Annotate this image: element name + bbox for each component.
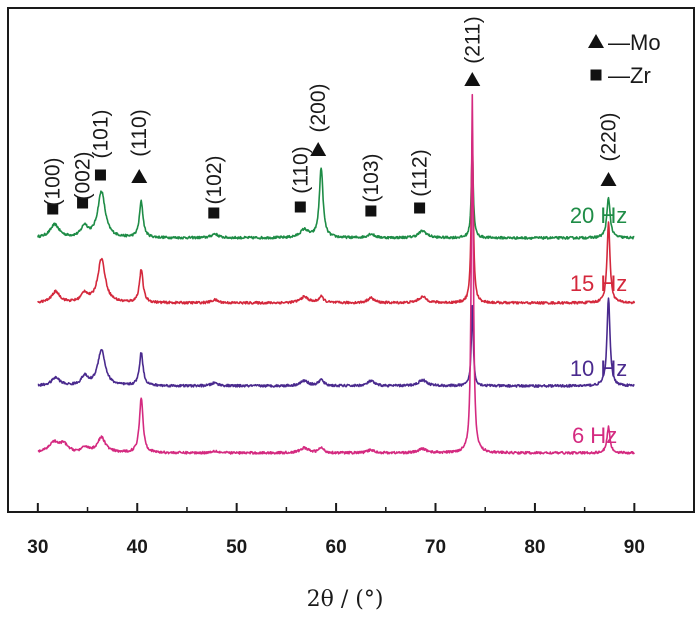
- series-label: 10 Hz: [570, 356, 627, 381]
- series-labels: 20 Hz 15 Hz 10 Hz 6 Hz: [570, 203, 627, 448]
- x-tick-label: 50: [226, 537, 247, 558]
- x-tick-label: 30: [27, 537, 48, 558]
- legend-triangle-marker: [588, 34, 604, 48]
- peak-label: (211): [461, 16, 484, 63]
- x-tick-label: 90: [624, 537, 645, 558]
- zr-square-marker: [208, 207, 220, 219]
- legend-square-marker: [590, 69, 602, 81]
- zr-square-marker: [294, 201, 306, 213]
- legend: —Mo —Zr: [588, 30, 661, 88]
- peak-label: (220): [597, 112, 620, 161]
- x-tick-label: 80: [524, 537, 545, 558]
- mo-triangle-marker: [464, 72, 481, 86]
- legend-label: —Zr: [608, 63, 651, 88]
- x-axis-tick-labels: 30 40 50 60 70 80 90: [27, 537, 645, 558]
- series-label: 15 Hz: [570, 271, 627, 296]
- zr-square-marker: [94, 169, 106, 181]
- series-line: [37, 297, 635, 388]
- x-tick-label: 70: [425, 537, 446, 558]
- series-line: [37, 149, 635, 240]
- zr-square-marker: [414, 202, 426, 214]
- peak-label: (101): [89, 109, 112, 158]
- zr-square-marker: [77, 197, 89, 209]
- x-axis-title: 2θ / (°): [307, 587, 384, 612]
- zr-square-marker: [365, 205, 377, 217]
- peak-label: (002): [72, 151, 95, 200]
- mo-triangle-marker: [131, 169, 148, 183]
- peak-annotations: (100) (002)(101) (110) (102) (110) (200) (103)…: [42, 16, 620, 219]
- x-axis-ticks: [36, 503, 636, 512]
- series-line: [37, 132, 636, 305]
- plot-frame: [7, 7, 695, 513]
- mo-triangle-marker: [600, 172, 617, 186]
- x-tick-label: 60: [326, 537, 347, 558]
- series-lines: [37, 93, 636, 455]
- legend-label: —Mo: [608, 30, 661, 55]
- peak-label: (100): [42, 157, 65, 206]
- peak-label: (112): [409, 149, 432, 196]
- series-line: [37, 93, 635, 455]
- zr-square-marker: [47, 203, 59, 215]
- peak-label: (200): [307, 83, 330, 132]
- peak-label: (102): [203, 155, 226, 204]
- series-label: 20 Hz: [570, 203, 627, 228]
- peak-label: (103): [360, 153, 383, 202]
- series-label: 6 Hz: [572, 423, 617, 448]
- peak-label: (110): [128, 109, 151, 156]
- mo-triangle-marker: [310, 142, 327, 156]
- x-tick-label: 40: [127, 537, 148, 558]
- peak-label: (110): [289, 146, 312, 193]
